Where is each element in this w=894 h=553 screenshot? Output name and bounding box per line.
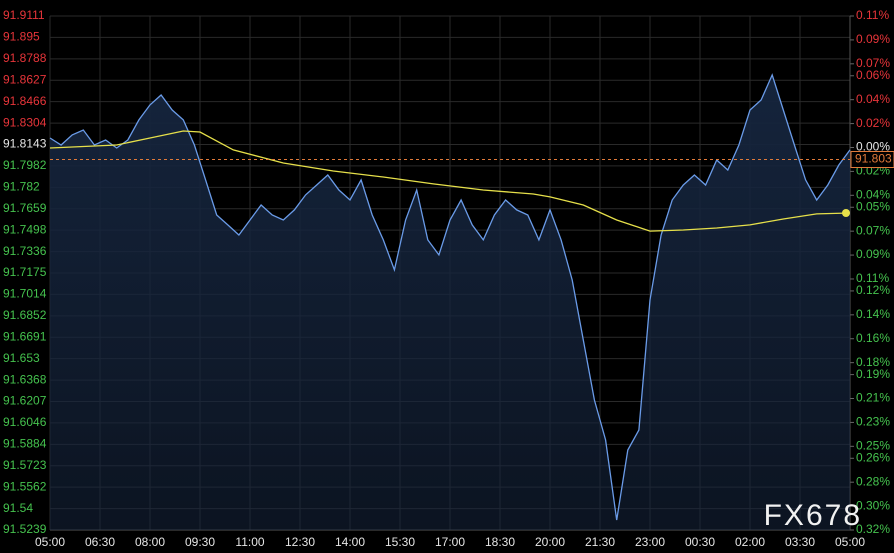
x-tick-label: 05:00	[835, 535, 865, 549]
price-area	[50, 74, 850, 531]
x-tick-label: 00:30	[685, 535, 715, 549]
y-tick-label: 91.6691	[3, 329, 47, 343]
y-tick-label: 91.5884	[3, 437, 47, 451]
x-tick-label: 15:30	[385, 535, 415, 549]
plot: 05:00 06:30 08:00 09:30 11:00 12:30 14:00 15:30…	[3, 8, 894, 549]
y2-tick-label: 0.18%	[856, 355, 890, 369]
y-tick-label: 91.6046	[3, 415, 47, 429]
y-tick-label: 91.6368	[3, 372, 47, 386]
x-tick-label: 02:00	[735, 535, 765, 549]
x-tick-label: 17:00	[435, 535, 465, 549]
y2-tick-label: 0.12%	[856, 283, 890, 297]
x-tick-label: 11:00	[235, 535, 264, 549]
y-tick-label: 91.7014	[3, 287, 47, 301]
x-tick-label: 20:00	[535, 535, 565, 549]
y2-tick-label: 0.04%	[856, 92, 890, 106]
y2-tick-label: 0.09%	[856, 247, 890, 261]
y2-tick-label: 0.04%	[856, 187, 890, 201]
y-tick-label: 91.7659	[3, 201, 47, 215]
y2-tick-label: 0.05%	[856, 199, 890, 213]
y-tick-label: 91.8143	[3, 137, 47, 151]
x-tick-label: 12:30	[285, 535, 315, 549]
y-tick-label: 91.6852	[3, 308, 47, 322]
y2-tick-label: 0.23%	[856, 415, 890, 429]
y-tick-label: 91.8466	[3, 94, 47, 108]
x-tick-label: 06:30	[85, 535, 115, 549]
y2-tick-label: 0.28%	[856, 474, 890, 488]
y-tick-label: 91.5723	[3, 458, 47, 472]
y-tick-label: 91.8304	[3, 115, 47, 129]
series-line	[49, 130, 851, 232]
y2-tick-label: 0.25%	[856, 438, 890, 452]
y2-tick-label: 0.11%	[856, 8, 889, 22]
x-tick-label: 23:00	[635, 535, 665, 549]
y2-tick-label: 0.16%	[856, 331, 890, 345]
y2-tick-label: 0.07%	[856, 223, 890, 237]
y2-tick-label: 0.06%	[856, 68, 890, 82]
y-tick-label: 91.653	[3, 351, 40, 365]
y-tick-label: 91.7982	[3, 158, 47, 172]
x-tick-label: 14:00	[335, 535, 365, 549]
x-tick-label: 18:30	[485, 535, 515, 549]
y-tick-label: 91.8627	[3, 72, 47, 86]
x-tick-label: 08:00	[135, 535, 165, 549]
watermark: FX678	[764, 499, 862, 532]
y2-tick-label: 0.11%	[856, 271, 889, 285]
reference-label-box	[850, 151, 894, 169]
x-tick-label: 09:30	[185, 535, 215, 549]
reference-label: 91.803	[855, 152, 892, 166]
y2-tick-label: 0.30%	[856, 498, 890, 512]
x-tick-label: 05:00	[35, 535, 65, 549]
y-tick-label: 91.7336	[3, 244, 47, 258]
y-tick-label: 91.895	[3, 30, 40, 44]
y-tick-label: 91.7175	[3, 265, 47, 279]
x-tick-label: 03:30	[785, 535, 815, 549]
y-tick-label: 91.54	[3, 501, 33, 515]
y2-tick-label: 0.26%	[856, 450, 890, 464]
y-tick-label: 91.6207	[3, 394, 47, 408]
end-dot	[842, 208, 850, 217]
y2-tick-label: 0.32%	[856, 522, 890, 536]
y2-tick-label: 0.09%	[856, 32, 890, 46]
y2-tick-label: 0.14%	[856, 307, 890, 321]
y-tick-label: 91.7498	[3, 222, 47, 236]
y2-tick-label: 0.21%	[856, 391, 890, 405]
y2-tick-label: 0.07%	[856, 56, 890, 70]
y-tick-label: 91.8788	[3, 51, 47, 65]
y-tick-label: 91.9111	[3, 8, 45, 22]
y2-tick-label: 0.00%	[856, 140, 890, 154]
x-tick-label: 21:30	[585, 535, 615, 549]
y-tick-label: 91.782	[3, 180, 40, 194]
y2-tick-label: 0.02%	[856, 116, 890, 130]
y2-tick-label: 0.19%	[856, 367, 890, 381]
y-tick-label: 91.5562	[3, 479, 47, 493]
y-tick-label: 91.5239	[3, 522, 47, 536]
